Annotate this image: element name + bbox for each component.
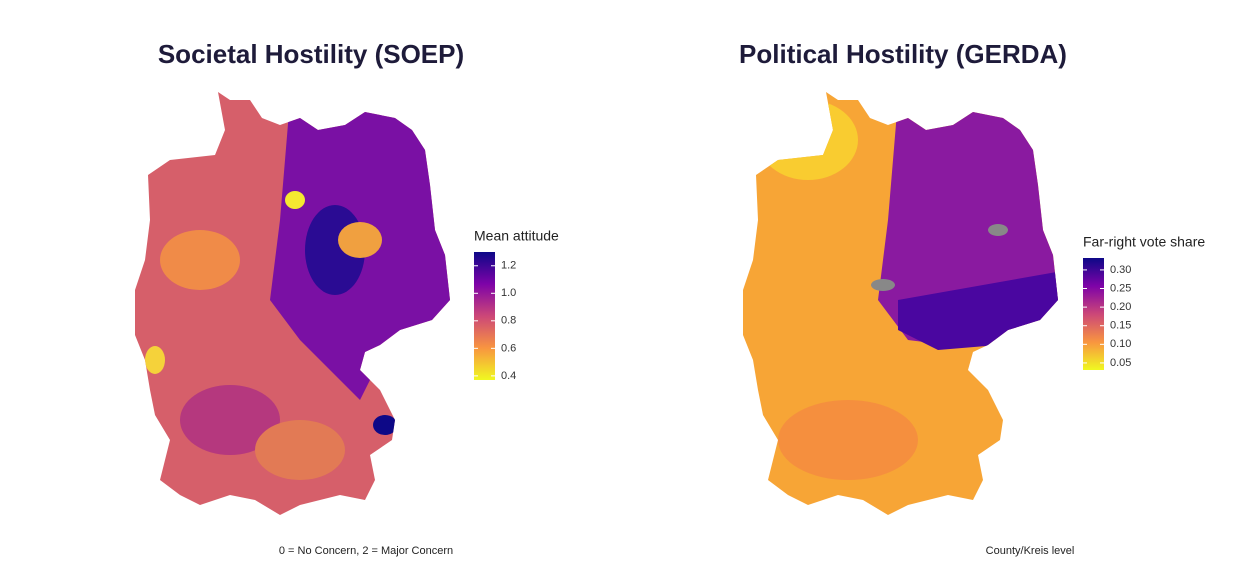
map-title: Political Hostility (GERDA) [739, 39, 1067, 69]
colorbar [1083, 258, 1104, 370]
colorbar-label: 0.10 [1110, 338, 1131, 350]
colorbar-label: 0.20 [1110, 301, 1131, 313]
map-note: 0 = No Concern, 2 = Major Concern [279, 545, 453, 557]
colorbar-label: 0.25 [1110, 282, 1131, 294]
map-note: County/Kreis level [986, 545, 1075, 557]
colorbar-label: 0.05 [1110, 357, 1131, 369]
legend-title: Mean attitude [474, 228, 559, 244]
colorbar-label: 1.0 [501, 287, 516, 299]
map-title: Societal Hostility (SOEP) [158, 39, 464, 69]
legend-title: Far-right vote share [1083, 234, 1205, 250]
colorbar-label: 0.30 [1110, 264, 1131, 276]
colorbar-label: 0.8 [501, 315, 516, 327]
colorbar [474, 252, 495, 380]
colorbar-label: 0.4 [501, 370, 516, 382]
colorbar-label: 0.15 [1110, 320, 1131, 332]
map-left [135, 92, 450, 515]
map-right [743, 92, 1058, 515]
colorbar-label: 1.2 [501, 260, 516, 272]
colorbar-label: 0.6 [501, 342, 516, 354]
